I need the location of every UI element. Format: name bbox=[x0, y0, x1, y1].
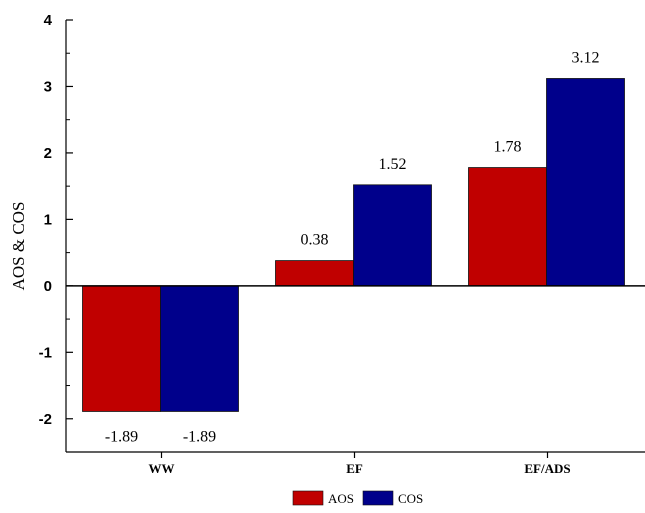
y-tick-label: 2 bbox=[44, 145, 52, 162]
data-label: 1.78 bbox=[494, 139, 522, 156]
bar-cos-ww bbox=[160, 285, 239, 412]
x-tick-label: EF bbox=[346, 461, 363, 476]
y-tick-label: 4 bbox=[44, 12, 53, 29]
y-tick-label: -1 bbox=[39, 344, 52, 361]
y-axis-title: AOS & COS bbox=[9, 202, 28, 291]
x-tick-label: WW bbox=[149, 461, 175, 476]
y-tick-label: 0 bbox=[44, 278, 52, 295]
data-label: -1.89 bbox=[105, 428, 138, 445]
y-tick-label: -2 bbox=[39, 411, 52, 428]
data-label: -1.89 bbox=[183, 428, 216, 445]
y-tick-label: 1 bbox=[44, 211, 52, 228]
bar-cos-efads bbox=[546, 78, 625, 287]
legend-label-cos: COS bbox=[398, 491, 423, 506]
y-tick-label: 3 bbox=[44, 78, 52, 95]
data-label: 0.38 bbox=[301, 232, 329, 249]
legend-swatch-aos bbox=[292, 490, 324, 506]
x-tick-label: EF/ADS bbox=[524, 461, 570, 476]
bar-cos-ef bbox=[353, 184, 432, 287]
data-label: 1.52 bbox=[379, 156, 407, 173]
legend-label-aos: AOS bbox=[328, 491, 354, 506]
bar-aos-ww bbox=[82, 285, 161, 412]
data-label: 3.12 bbox=[572, 49, 600, 66]
bar-aos-efads bbox=[468, 167, 547, 287]
bar-aos-ef bbox=[275, 260, 354, 287]
legend-swatch-cos bbox=[362, 490, 394, 506]
